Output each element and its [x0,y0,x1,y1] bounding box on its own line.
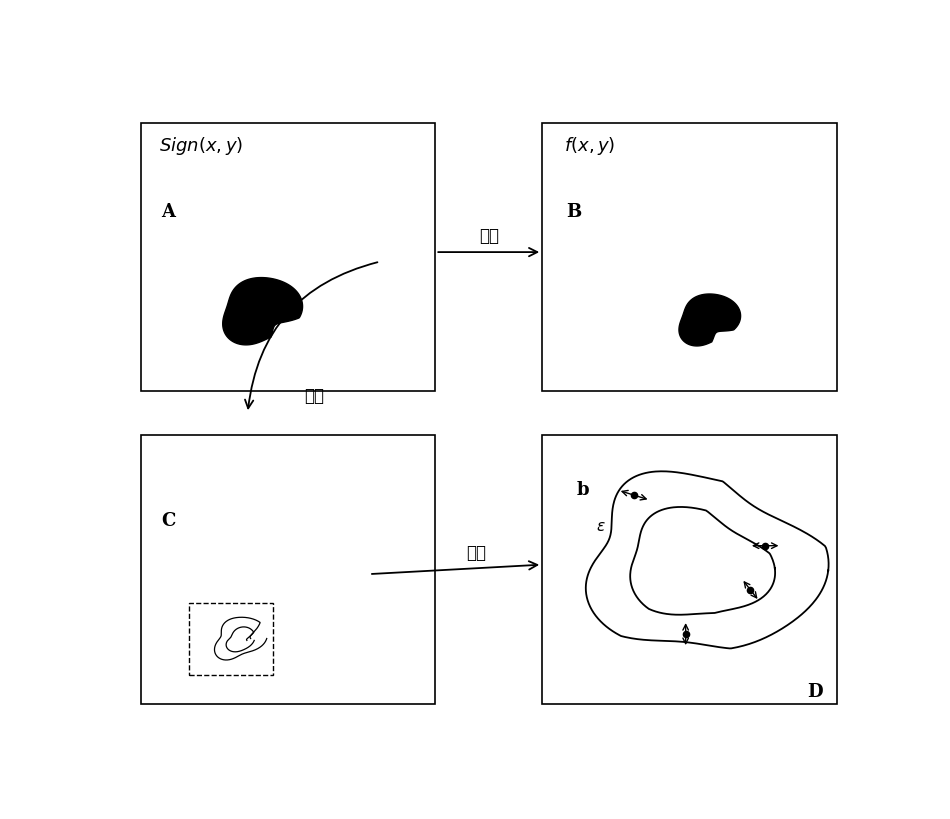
Bar [141,436,435,704]
Bar [141,124,435,391]
Text: b: b [577,480,589,498]
Text: 重叠: 重叠 [304,386,324,404]
Bar [542,124,837,391]
Text: 放大: 放大 [466,544,485,562]
Text: B: B [566,203,581,221]
Bar [542,436,837,704]
Text: 参照: 参照 [479,227,499,245]
Text: C: C [162,512,176,530]
Text: A: A [162,203,176,221]
Polygon shape [222,278,302,346]
Polygon shape [679,295,741,346]
Text: $f(x, y)$: $f(x, y)$ [564,134,616,156]
Text: $\mathit{Sign}(x, y)$: $\mathit{Sign}(x, y)$ [160,134,243,156]
Bar [189,603,274,676]
Text: D: D [808,682,823,700]
Text: $\varepsilon$: $\varepsilon$ [596,518,605,533]
